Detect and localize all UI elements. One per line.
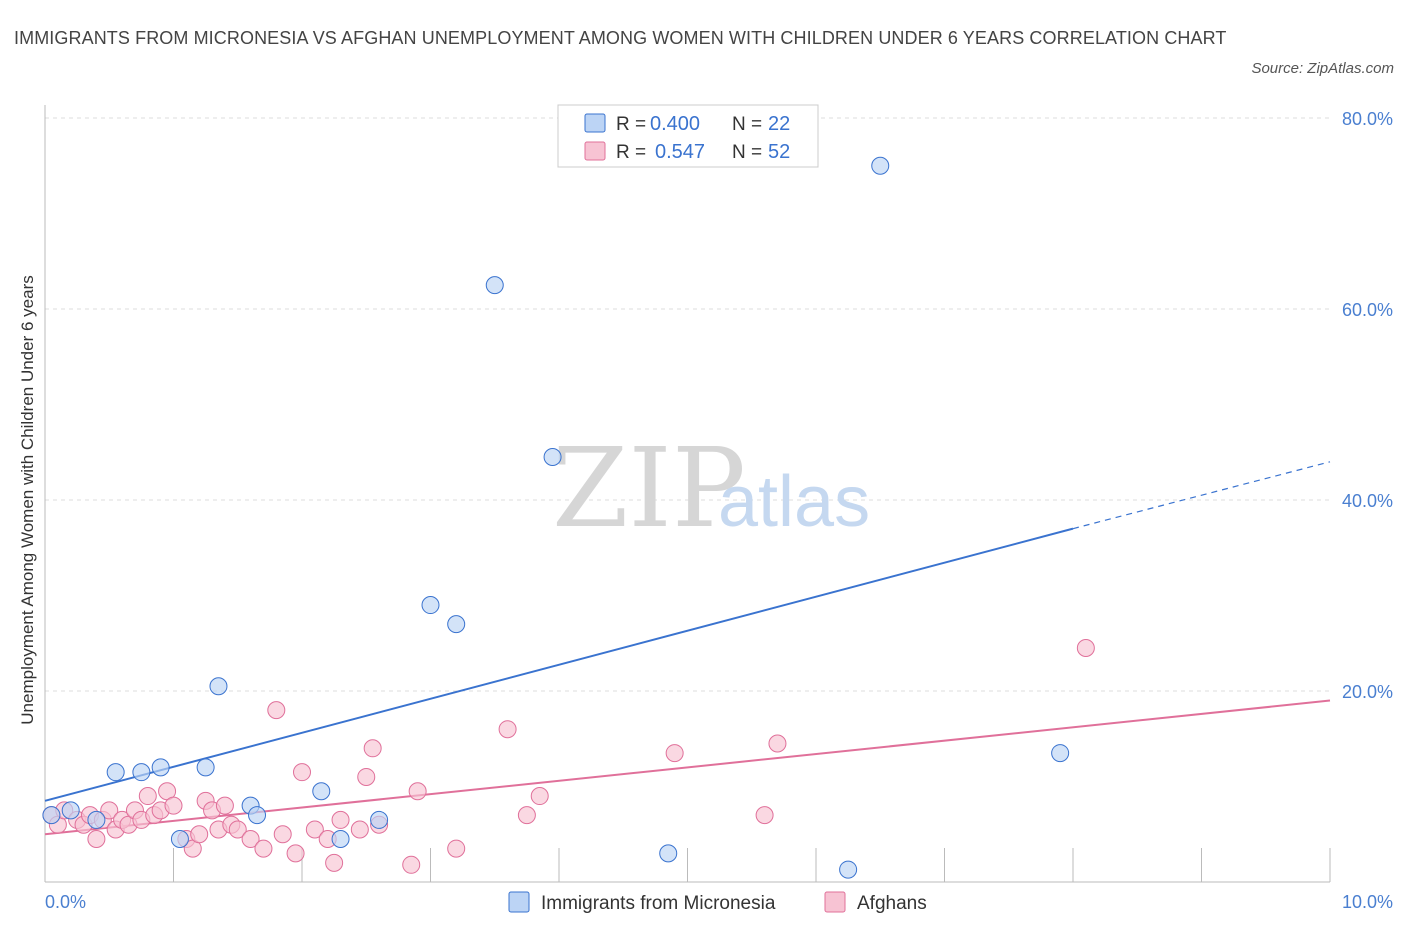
point-1-48 <box>665 744 684 763</box>
point-1-32 <box>286 844 305 863</box>
axes <box>44 105 1331 883</box>
trend-line-extension-0 <box>1072 461 1331 530</box>
data-points <box>42 156 1095 879</box>
point-0-12 <box>331 830 350 849</box>
x-tick-label-min: 0.0% <box>45 892 86 912</box>
point-1-37 <box>331 810 350 829</box>
y-tick-label-20: 20.0% <box>1342 682 1393 702</box>
point-1-49 <box>755 806 774 825</box>
legend-swatch-afghans <box>584 141 606 161</box>
point-0-5 <box>151 758 170 777</box>
bottom-legend-label-afghans: Afghans <box>857 893 927 914</box>
point-1-28 <box>241 830 260 849</box>
point-1-46 <box>517 806 536 825</box>
legend-swatch-micronesia <box>584 113 606 133</box>
tick-labels: 20.0% 40.0% 60.0% 80.0% 0.0% 10.0% <box>45 109 1393 912</box>
legend-n-label-micronesia: N = <box>732 114 762 135</box>
trend-line-1 <box>44 699 1331 836</box>
point-0-15 <box>447 615 466 634</box>
legend-r-label-micronesia: R = <box>616 114 646 135</box>
y-axis-label: Unemployment Among Women with Children U… <box>18 275 37 724</box>
y-tick-label-60: 60.0% <box>1342 300 1393 320</box>
point-1-6 <box>87 830 106 849</box>
legend-r-label-afghans: R = <box>616 142 646 163</box>
grid-lines <box>45 117 1330 692</box>
bottom-legend: Immigrants from Micronesia Afghans <box>508 891 927 914</box>
point-1-45 <box>498 720 517 739</box>
legend-r-value-afghans: 0.547 <box>655 141 705 163</box>
point-1-18 <box>164 796 183 815</box>
trend-line-0 <box>44 527 1074 802</box>
point-1-43 <box>408 782 427 801</box>
point-1-47 <box>530 787 549 806</box>
point-1-21 <box>190 825 209 844</box>
point-0-19 <box>839 860 858 879</box>
point-0-20 <box>871 156 890 175</box>
point-1-44 <box>447 839 466 858</box>
point-0-4 <box>132 763 151 782</box>
point-0-0 <box>42 806 61 825</box>
source-credit: Source: ZipAtlas.com <box>1251 60 1394 77</box>
point-0-21 <box>1051 744 1070 763</box>
point-0-13 <box>370 810 389 829</box>
point-1-39 <box>357 767 376 786</box>
point-1-36 <box>325 853 344 872</box>
legend-n-value-micronesia: 22 <box>768 113 790 135</box>
point-1-34 <box>305 820 324 839</box>
point-1-14 <box>138 787 157 806</box>
bottom-legend-label-micronesia: Immigrants from Micronesia <box>541 893 776 914</box>
point-1-27 <box>228 820 247 839</box>
point-1-30 <box>267 701 286 720</box>
point-0-14 <box>421 596 440 615</box>
point-1-38 <box>350 820 369 839</box>
point-1-51 <box>1076 639 1095 658</box>
point-1-40 <box>363 739 382 758</box>
bottom-legend-swatch-afghans <box>824 891 846 913</box>
point-0-17 <box>543 448 562 467</box>
bottom-legend-swatch-micronesia <box>508 891 530 913</box>
point-0-6 <box>170 830 189 849</box>
point-1-33 <box>293 763 311 782</box>
point-1-50 <box>768 734 787 753</box>
point-0-10 <box>248 806 267 825</box>
point-1-42 <box>402 855 421 874</box>
chart-title: IMMIGRANTS FROM MICRONESIA VS AFGHAN UNE… <box>14 28 1227 48</box>
y-tick-label-40: 40.0% <box>1342 491 1393 511</box>
point-1-29 <box>254 839 273 858</box>
point-0-1 <box>61 801 80 820</box>
point-0-7 <box>196 758 215 777</box>
point-1-8 <box>100 801 119 820</box>
point-0-11 <box>312 782 331 801</box>
y-tick-label-80: 80.0% <box>1342 109 1393 129</box>
watermark-zip: ZIP <box>552 424 746 552</box>
x-tick-label-max: 10.0% <box>1342 892 1393 912</box>
legend: R = 0.400 N = 22 R = 0.547 N = 52 <box>557 104 819 168</box>
point-0-16 <box>485 276 504 295</box>
point-1-25 <box>215 796 234 815</box>
point-0-18 <box>659 844 678 863</box>
point-0-8 <box>209 677 228 696</box>
point-0-3 <box>106 763 125 782</box>
legend-n-label-afghans: N = <box>732 142 762 163</box>
point-1-31 <box>273 825 292 844</box>
legend-r-value-micronesia: 0.400 <box>650 113 700 135</box>
watermark-atlas: atlas <box>718 462 870 542</box>
legend-n-value-afghans: 52 <box>768 141 790 163</box>
point-0-2 <box>87 810 106 829</box>
